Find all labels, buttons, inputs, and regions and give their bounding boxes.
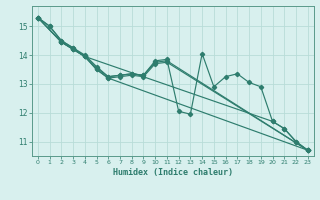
X-axis label: Humidex (Indice chaleur): Humidex (Indice chaleur) bbox=[113, 168, 233, 177]
